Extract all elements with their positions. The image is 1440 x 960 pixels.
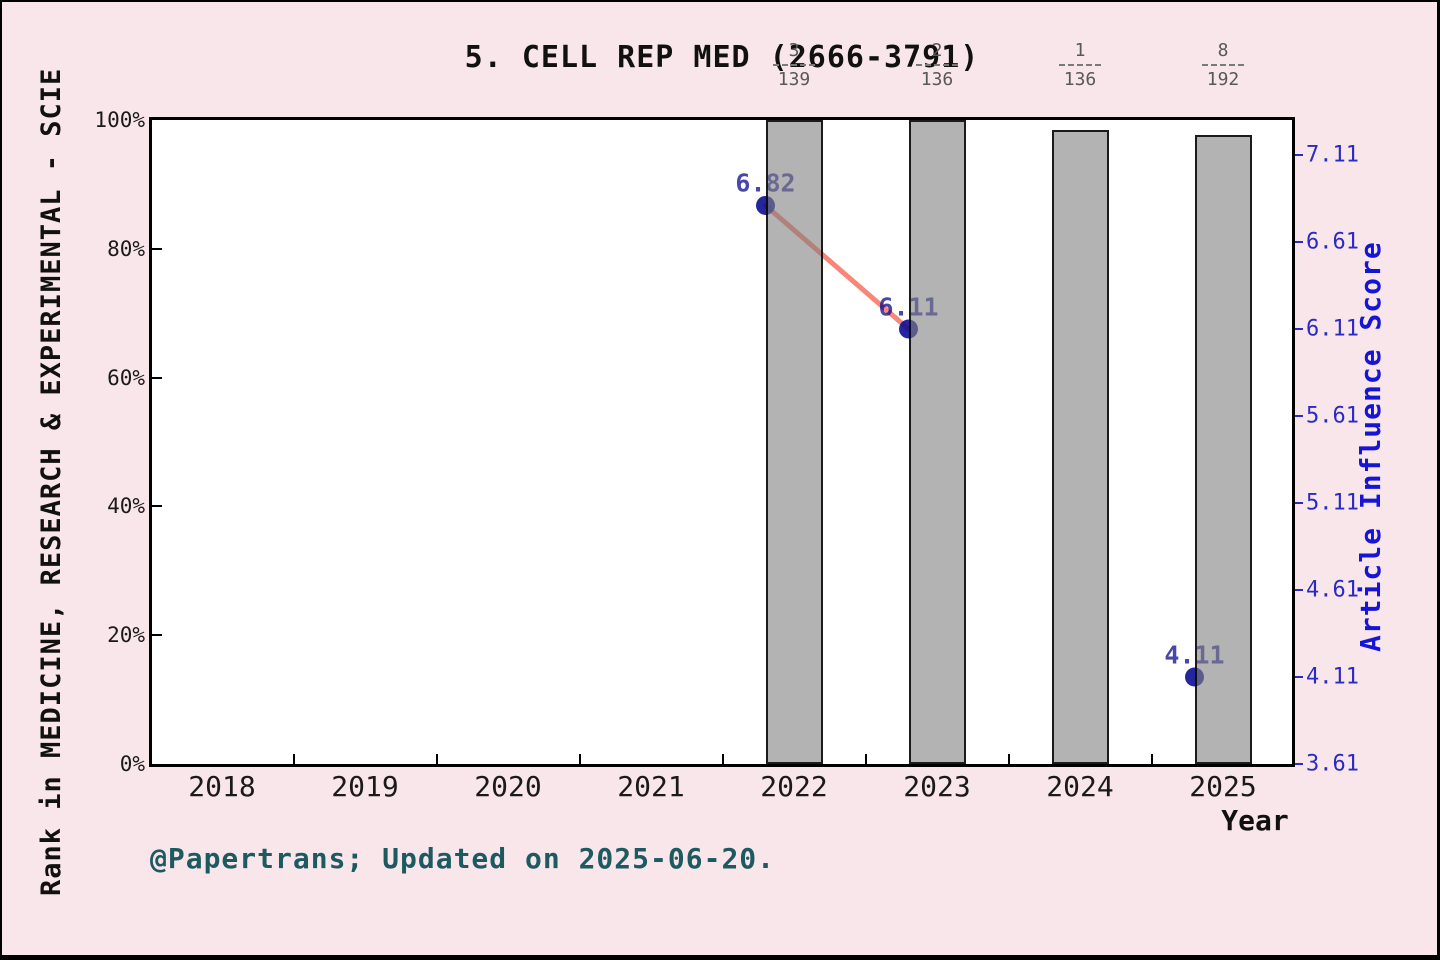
rank-denominator: 136	[1063, 69, 1097, 90]
rank-numerator: 8	[1217, 40, 1229, 61]
x-axis-tick-label: 2025	[1189, 770, 1257, 803]
right-axis-tick-label: 6.11	[1306, 316, 1359, 342]
rank-numerator: 1	[1074, 40, 1086, 61]
rank-fraction: 1 136	[1059, 40, 1101, 90]
right-axis-tick-label: 6.61	[1306, 229, 1359, 255]
left-axis-tick-label: 20%	[107, 623, 145, 648]
rank-denominator: 136	[920, 69, 954, 90]
rank-percentile-bar	[1051, 130, 1109, 764]
x-axis-minor-tick-mark	[292, 754, 295, 764]
right-axis-title: Article Influence Score	[1354, 241, 1387, 653]
x-axis-tick-label: 2023	[903, 770, 971, 803]
right-axis-tick-mark	[1292, 502, 1303, 504]
x-axis-tick-label: 2024	[1046, 770, 1114, 803]
fraction-bar	[1202, 64, 1244, 66]
fraction-bar	[1059, 64, 1101, 66]
x-axis-minor-tick-mark	[721, 754, 724, 764]
x-axis-minor-tick-mark	[1007, 754, 1010, 764]
left-axis-tick-mark	[152, 634, 162, 637]
fraction-bar	[916, 64, 958, 66]
x-axis-tick-label: 2019	[331, 770, 399, 803]
x-axis-minor-tick-mark	[864, 754, 867, 764]
rank-fraction: 2 136	[916, 40, 958, 90]
right-axis-tick-mark	[1292, 763, 1303, 765]
x-axis-tick-label: 2022	[760, 770, 828, 803]
left-axis-tick-label: 60%	[107, 365, 145, 390]
x-axis-tick-label: 2021	[617, 770, 685, 803]
left-axis-tick-mark	[152, 376, 162, 379]
rank-fraction: 3 139	[773, 40, 815, 90]
rank-denominator: 139	[777, 69, 811, 90]
right-axis-tick-mark	[1292, 154, 1303, 156]
left-axis-tick-label: 100%	[94, 108, 145, 132]
x-axis-minor-tick-mark	[435, 754, 438, 764]
right-axis-tick-mark	[1292, 415, 1303, 417]
rank-percentile-bar	[765, 120, 823, 764]
chart-title: 5. CELL REP MED (2666-3791)	[464, 40, 980, 75]
right-axis-tick-mark	[1292, 589, 1303, 591]
watermark-footer: @Papertrans; Updated on 2025-06-20.	[150, 842, 776, 875]
right-axis-tick-label: 4.61	[1306, 577, 1359, 603]
right-axis-tick-mark	[1292, 241, 1303, 243]
right-axis-tick-label: 3.61	[1306, 751, 1359, 777]
left-axis-title: Rank in MEDICINE, RESEARCH & EXPERIMENTA…	[36, 67, 67, 897]
rank-percentile-bar	[1194, 135, 1252, 764]
rank-numerator: 2	[931, 40, 943, 61]
rank-denominator: 192	[1206, 69, 1240, 90]
left-axis-tick-label: 80%	[107, 236, 145, 261]
left-axis-tick-label: 40%	[107, 494, 145, 519]
rank-percentile-bar	[908, 120, 966, 764]
right-axis-tick-label: 5.61	[1306, 403, 1359, 429]
left-axis-tick-mark	[152, 505, 162, 508]
score-line-layer	[756, 195, 1204, 687]
right-axis-tick-mark	[1292, 676, 1303, 678]
right-axis-tick-mark	[1292, 328, 1303, 330]
right-axis-tick-label: 4.11	[1306, 664, 1359, 690]
x-axis-tick-label: 2018	[188, 770, 256, 803]
right-axis-tick-label: 5.11	[1306, 490, 1359, 516]
left-axis-tick-label: 0%	[119, 752, 145, 776]
rank-fraction: 8 192	[1202, 40, 1244, 90]
fraction-bar	[773, 64, 815, 66]
x-axis-minor-tick-mark	[578, 754, 581, 764]
x-axis-tick-label: 2020	[474, 770, 542, 803]
rank-numerator: 3	[788, 40, 800, 61]
left-axis-tick-mark	[152, 247, 162, 250]
right-axis-tick-label: 7.11	[1306, 142, 1359, 168]
plot-area: 6.826.114.11	[149, 117, 1295, 767]
x-axis-title: Year	[1221, 804, 1289, 837]
x-axis-minor-tick-mark	[1150, 754, 1153, 764]
